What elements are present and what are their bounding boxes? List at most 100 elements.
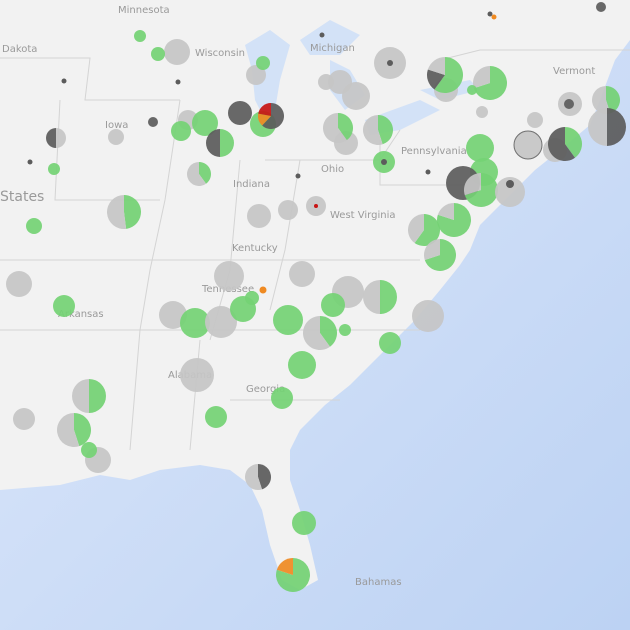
site-marker[interactable]	[387, 60, 393, 66]
site-marker[interactable]	[467, 85, 477, 95]
site-marker[interactable]	[57, 413, 92, 447]
site-marker[interactable]	[180, 358, 214, 392]
site-marker[interactable]	[134, 30, 146, 42]
site-marker[interactable]	[106, 195, 141, 229]
site-marker[interactable]	[302, 316, 337, 350]
site-marker[interactable]	[72, 379, 106, 413]
site-marker[interactable]	[108, 129, 124, 145]
marker-slice-grey	[464, 173, 481, 196]
site-marker[interactable]	[412, 300, 444, 332]
site-marker[interactable]	[513, 130, 543, 160]
marker-slice-green	[134, 30, 146, 42]
site-marker[interactable]	[206, 129, 234, 157]
site-marker[interactable]	[245, 291, 259, 305]
marker-slice-grey	[245, 464, 263, 490]
site-marker[interactable]	[192, 110, 218, 136]
site-marker[interactable]	[491, 14, 497, 20]
site-marker[interactable]	[48, 163, 60, 175]
site-marker[interactable]	[596, 2, 606, 12]
marker-slice-dark	[175, 79, 181, 85]
label-arkansas: Arkansas	[58, 309, 104, 320]
site-marker[interactable]	[487, 11, 493, 17]
site-marker[interactable]	[247, 204, 271, 228]
site-marker[interactable]	[273, 305, 303, 335]
site-marker[interactable]	[13, 408, 35, 430]
site-marker[interactable]	[339, 324, 351, 336]
site-marker[interactable]	[548, 127, 583, 161]
marker-slice-green	[256, 56, 270, 70]
site-marker[interactable]	[426, 57, 463, 93]
site-marker[interactable]	[506, 180, 514, 188]
site-marker[interactable]	[159, 301, 187, 329]
site-marker[interactable]	[205, 306, 237, 338]
marker-slice-green	[380, 280, 397, 314]
site-marker[interactable]	[46, 128, 66, 148]
site-marker[interactable]	[256, 56, 270, 70]
marker-slice-green	[205, 406, 227, 428]
site-marker[interactable]	[271, 387, 293, 409]
site-marker[interactable]	[53, 295, 75, 317]
site-marker[interactable]	[408, 214, 440, 246]
marker-slice-green	[464, 173, 498, 208]
site-marker[interactable]	[292, 511, 316, 535]
site-marker[interactable]	[363, 114, 394, 145]
site-marker[interactable]	[423, 239, 456, 271]
site-marker[interactable]	[473, 66, 507, 100]
marker-slice-dark	[46, 128, 56, 148]
marker-slice-dark	[206, 129, 220, 157]
site-marker[interactable]	[278, 200, 298, 220]
site-marker[interactable]	[314, 204, 318, 208]
site-marker[interactable]	[342, 82, 370, 110]
marker-slice-dark	[487, 11, 493, 17]
site-marker[interactable]	[436, 203, 471, 237]
site-marker[interactable]	[588, 108, 626, 146]
site-marker[interactable]	[591, 86, 620, 115]
site-marker[interactable]	[175, 79, 181, 85]
site-marker[interactable]	[148, 117, 158, 127]
label-wisconsin: Wisconsin	[195, 48, 245, 59]
site-marker[interactable]	[288, 351, 316, 379]
site-marker[interactable]	[171, 121, 191, 141]
site-marker[interactable]	[245, 464, 272, 490]
site-marker[interactable]	[205, 406, 227, 428]
marker-slice-grey	[514, 131, 542, 159]
marker-slice-grey	[180, 358, 214, 392]
site-marker[interactable]	[425, 169, 431, 175]
site-marker[interactable]	[495, 177, 525, 207]
marker-slice-grey	[57, 413, 80, 447]
site-marker[interactable]	[289, 261, 315, 287]
site-marker[interactable]	[61, 78, 67, 84]
site-marker[interactable]	[276, 558, 310, 593]
site-marker[interactable]	[379, 332, 401, 354]
site-marker[interactable]	[319, 32, 325, 38]
site-marker[interactable]	[187, 162, 212, 186]
site-marker[interactable]	[26, 218, 42, 234]
site-marker[interactable]	[564, 99, 574, 109]
site-marker[interactable]	[381, 159, 387, 165]
site-marker[interactable]	[81, 442, 97, 458]
marker-slice-green	[220, 129, 234, 157]
site-marker[interactable]	[466, 134, 494, 162]
site-marker[interactable]	[258, 103, 284, 129]
site-marker[interactable]	[180, 308, 210, 338]
site-marker[interactable]	[151, 47, 165, 61]
site-marker[interactable]	[164, 39, 190, 65]
site-marker[interactable]	[464, 173, 498, 208]
marker-slice-grey	[187, 162, 207, 186]
site-marker[interactable]	[476, 106, 488, 118]
site-marker[interactable]	[259, 286, 267, 294]
site-marker[interactable]	[321, 293, 345, 317]
marker-slice-green	[48, 163, 60, 175]
label-states: States	[0, 189, 44, 205]
site-marker[interactable]	[6, 271, 32, 297]
site-marker[interactable]	[363, 280, 397, 314]
site-marker[interactable]	[27, 159, 33, 165]
marker-slice-green	[339, 324, 351, 336]
site-marker[interactable]	[323, 113, 353, 143]
site-marker[interactable]	[214, 261, 244, 291]
site-marker[interactable]	[228, 101, 252, 125]
site-marker[interactable]	[527, 112, 543, 128]
site-marker[interactable]	[295, 173, 301, 179]
site-marker[interactable]	[246, 65, 266, 85]
